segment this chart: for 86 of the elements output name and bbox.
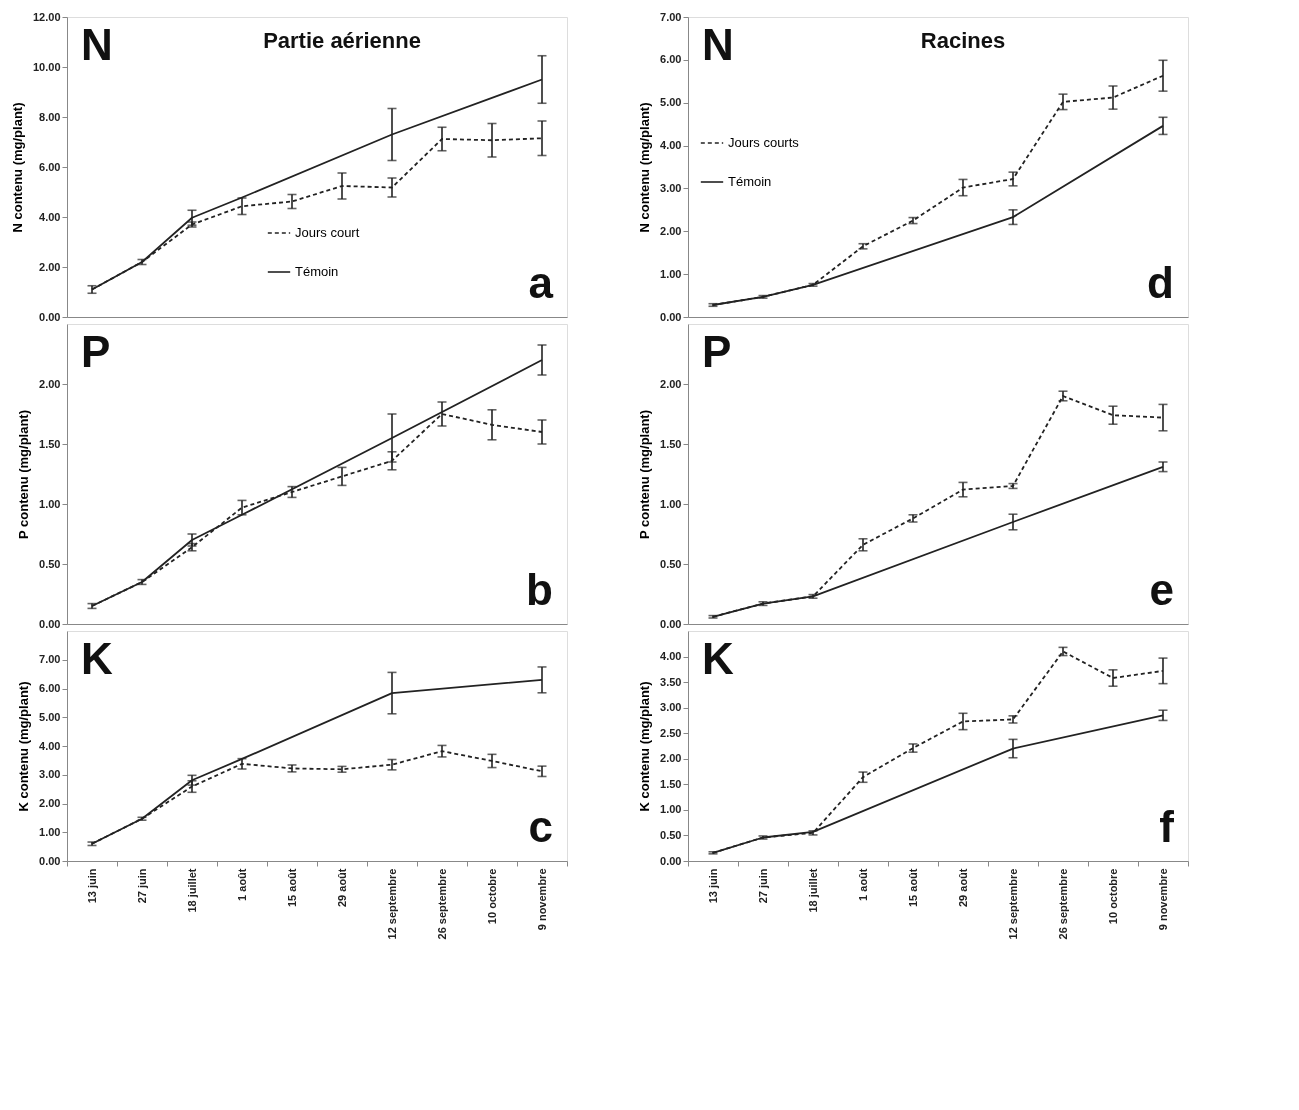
y-tick-label: 1.50: [660, 437, 682, 450]
annotation: c: [528, 802, 553, 851]
y-tick-label: 2.50: [660, 726, 682, 739]
y-tick-label: 5.00: [39, 710, 61, 723]
y-tick-label: 1.00: [660, 267, 682, 280]
y-tick-label: 1.00: [39, 497, 61, 510]
y-tick-label: 0.00: [39, 310, 61, 323]
x-tick-label: 13 juin: [706, 868, 719, 904]
y-tick-label: 0.50: [660, 557, 682, 570]
x-tick-label: 27 juin: [135, 868, 148, 904]
y-tick-label: 12.00: [32, 10, 61, 23]
y-tick-label: 1.00: [660, 497, 682, 510]
legend-label: Témoin: [728, 174, 772, 189]
y-tick-label: 1.50: [660, 777, 682, 790]
x-tick-label: 26 septembre: [1056, 868, 1069, 940]
annotation: K: [702, 634, 734, 683]
x-tick-label: 15 août: [906, 868, 919, 908]
legend-label: Témoin: [295, 264, 339, 279]
y-axis-title: P contenu (mg/plant): [16, 409, 32, 540]
y-tick-label: 1.00: [39, 825, 61, 838]
annotation: P: [81, 327, 111, 376]
y-tick-label: 1.00: [660, 803, 682, 816]
annotation: a: [528, 258, 554, 307]
x-tick-label: 15 août: [285, 868, 298, 908]
x-tick-label: 9 novembre: [535, 868, 548, 931]
y-tick-label: 6.00: [39, 160, 61, 173]
y-tick-label: 2.00: [660, 752, 682, 765]
annotation: e: [1149, 565, 1174, 614]
y-axis-title: N contenu (mg/plant): [637, 102, 653, 233]
y-tick-label: 0.00: [39, 617, 61, 630]
y-tick-label: 3.00: [660, 181, 682, 194]
x-tick-label: 10 octobre: [485, 868, 498, 925]
annotation: K: [81, 634, 113, 683]
x-tick-label: 27 juin: [756, 868, 769, 904]
x-tick-label: 13 juin: [85, 868, 98, 904]
x-tick-label: 1 août: [235, 868, 248, 901]
y-tick-label: 7.00: [660, 10, 682, 23]
y-tick-label: 3.00: [39, 768, 61, 781]
y-tick-label: 2.00: [660, 224, 682, 237]
y-tick-label: 0.00: [660, 617, 682, 630]
y-tick-label: 2.00: [39, 377, 61, 390]
y-tick-label: 2.00: [660, 377, 682, 390]
x-tick-label: 18 juillet: [185, 868, 198, 913]
y-tick-label: 4.00: [39, 739, 61, 752]
y-tick-label: 0.50: [660, 828, 682, 841]
y-tick-label: 10.00: [32, 60, 61, 73]
annotation: N: [702, 20, 734, 69]
y-axis-title: K contenu (mg/plant): [16, 681, 32, 812]
y-tick-label: 1.50: [39, 437, 61, 450]
legend-label: Jours courts: [728, 135, 800, 150]
y-tick-label: 6.00: [39, 682, 61, 694]
x-tick-label: 29 août: [956, 868, 969, 908]
y-tick-label: 3.00: [660, 701, 682, 714]
x-tick-label: 26 septembre: [435, 868, 448, 940]
y-tick-label: 5.00: [660, 96, 682, 109]
y-tick-label: 0.50: [39, 557, 61, 570]
y-tick-label: 4.00: [660, 650, 682, 663]
y-tick-label: 6.00: [660, 53, 682, 66]
y-axis-title: K contenu (mg/plant): [637, 681, 653, 812]
annotation: f: [1159, 802, 1175, 851]
annotation: N: [81, 20, 113, 69]
y-tick-label: 4.00: [660, 139, 682, 152]
annotation: b: [526, 565, 553, 614]
text: Racines: [920, 28, 1006, 53]
y-tick-label: 4.00: [39, 210, 61, 223]
x-tick-label: 1 août: [856, 868, 869, 901]
annotation: d: [1147, 258, 1174, 307]
x-tick-label: 12 septembre: [1006, 868, 1019, 940]
x-tick-label: 9 novembre: [1156, 868, 1169, 931]
y-tick-label: 0.00: [660, 854, 682, 867]
x-tick-label: 10 octobre: [1106, 868, 1119, 925]
x-tick-label: 18 juillet: [806, 868, 819, 913]
y-tick-label: 2.00: [39, 797, 61, 809]
y-axis-title: N contenu (mg/plant): [9, 102, 25, 233]
y-tick-label: 8.00: [39, 110, 61, 123]
y-tick-label: 3.50: [660, 675, 682, 688]
x-tick-label: 29 août: [335, 868, 348, 908]
y-tick-label: 2.00: [39, 260, 61, 273]
y-tick-label: 7.00: [39, 653, 61, 666]
y-axis-title: P contenu (mg/plant): [637, 409, 653, 540]
y-tick-label: 0.00: [39, 854, 61, 867]
annotation: P: [702, 327, 732, 376]
legend-label: Jours court: [295, 225, 360, 240]
x-tick-label: 12 septembre: [385, 868, 398, 940]
y-tick-label: 0.00: [660, 310, 682, 323]
text: Partie aérienne: [263, 28, 421, 53]
